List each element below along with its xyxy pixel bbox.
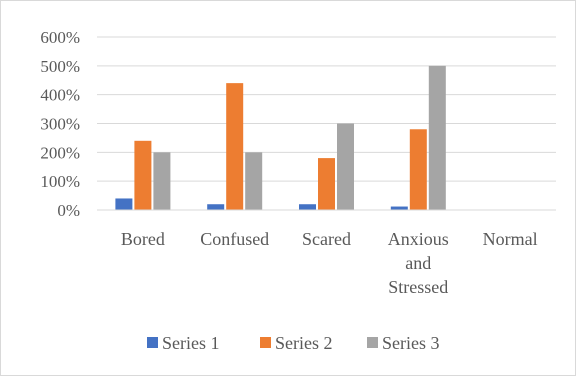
y-tick-label: 600% bbox=[40, 28, 80, 47]
legend: Series 1 Series 2 Series 3 bbox=[147, 333, 440, 353]
y-tick-label: 500% bbox=[40, 57, 80, 76]
gridlines bbox=[97, 36, 556, 182]
legend-swatch bbox=[147, 337, 158, 348]
category-label: Confused bbox=[200, 229, 269, 249]
legend-swatch bbox=[260, 337, 271, 348]
bar-series-2 bbox=[318, 158, 335, 210]
y-tick-label: 200% bbox=[40, 143, 80, 162]
bar-series-2 bbox=[134, 140, 152, 210]
bar-series-1 bbox=[390, 206, 408, 210]
legend-label: Series 3 bbox=[382, 333, 440, 353]
bar-series-3 bbox=[153, 152, 171, 210]
category-label: Anxious and Stressed bbox=[388, 229, 449, 297]
legend-label: Series 1 bbox=[162, 333, 220, 353]
bar-series-2 bbox=[409, 129, 427, 210]
category-label: Bored bbox=[121, 229, 165, 249]
y-axis-tick-labels: 0% 100% 200% 300% 400% 500% 600% bbox=[40, 28, 80, 220]
bar-series-3 bbox=[428, 65, 446, 210]
legend-label: Series 2 bbox=[275, 333, 333, 353]
bar-series-1 bbox=[115, 198, 133, 210]
bar-series-3 bbox=[337, 123, 354, 210]
y-tick-label: 0% bbox=[57, 201, 80, 220]
y-tick-label: 100% bbox=[40, 172, 80, 191]
bar-series-1 bbox=[207, 204, 225, 210]
y-tick-label: 300% bbox=[40, 115, 80, 134]
bar-series-1 bbox=[299, 204, 316, 210]
y-tick-label: 400% bbox=[40, 86, 80, 105]
bar-series-2 bbox=[226, 83, 244, 210]
category-label: Scared bbox=[302, 229, 351, 249]
legend-swatch bbox=[367, 337, 378, 348]
category-labels: Bored Confused Scared Anxious and Stressed Nor… bbox=[121, 229, 538, 297]
bar-series-3 bbox=[245, 152, 263, 210]
category-label: Normal bbox=[483, 229, 538, 249]
bars bbox=[115, 65, 446, 210]
